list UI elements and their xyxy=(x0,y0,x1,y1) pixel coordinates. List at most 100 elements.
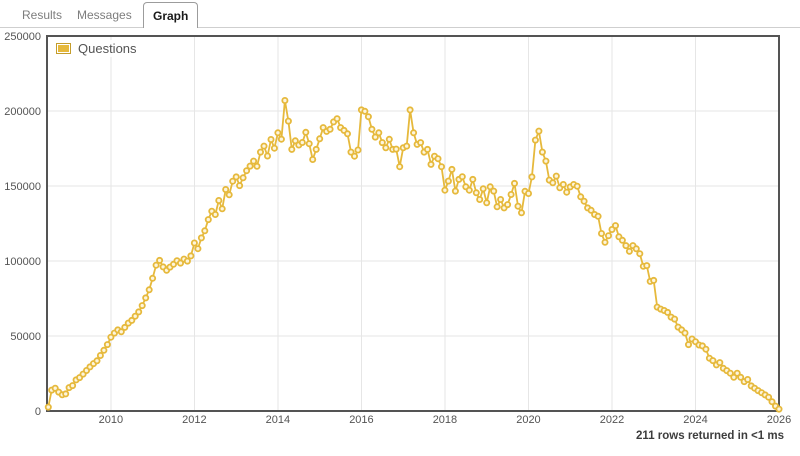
data-point xyxy=(229,177,237,185)
data-point xyxy=(382,144,390,152)
data-point xyxy=(563,188,571,196)
data-point xyxy=(117,328,125,336)
data-point xyxy=(236,182,244,190)
data-point xyxy=(316,135,324,143)
y-tick-label: 0 xyxy=(35,406,41,418)
data-point xyxy=(284,117,292,125)
data-point xyxy=(726,369,734,377)
y-tick-label: 150000 xyxy=(4,181,41,193)
data-point xyxy=(149,274,157,282)
data-point xyxy=(142,294,150,302)
data-point xyxy=(392,145,400,153)
data-point xyxy=(62,390,70,398)
data-point xyxy=(636,250,644,258)
data-point xyxy=(514,202,522,210)
data-point xyxy=(145,286,153,294)
data-point xyxy=(601,238,609,246)
data-point xyxy=(396,163,404,171)
data-point xyxy=(371,133,379,141)
data-point xyxy=(93,357,101,365)
data-point xyxy=(448,165,456,173)
data-point xyxy=(479,185,487,193)
data-point xyxy=(483,199,491,207)
data-point xyxy=(260,142,268,150)
data-point xyxy=(274,129,282,137)
legend-swatch-questions xyxy=(56,43,71,54)
chart-legend: Questions xyxy=(55,40,142,57)
x-tick-label: 2010 xyxy=(99,414,123,426)
data-point xyxy=(44,403,52,411)
data-point xyxy=(121,323,129,331)
data-point xyxy=(263,152,271,160)
data-point xyxy=(309,155,317,163)
data-point xyxy=(403,142,411,150)
data-point xyxy=(218,205,226,213)
data-point xyxy=(326,125,334,133)
data-point xyxy=(737,373,745,381)
data-point xyxy=(765,393,773,401)
data-point xyxy=(347,148,355,156)
y-tick-label: 50000 xyxy=(10,331,41,343)
data-point xyxy=(465,186,473,194)
data-point xyxy=(775,405,783,413)
data-point xyxy=(298,138,306,146)
data-point xyxy=(497,195,505,203)
data-point xyxy=(507,190,515,198)
data-point xyxy=(768,398,776,406)
x-tick-label: 2026 xyxy=(767,414,791,426)
data-point xyxy=(156,256,164,264)
data-point xyxy=(469,175,477,183)
data-point xyxy=(441,186,449,194)
data-point xyxy=(486,183,494,191)
data-point xyxy=(250,157,258,165)
data-point xyxy=(103,341,111,349)
data-point xyxy=(135,308,143,316)
questions-line xyxy=(47,100,780,410)
data-point xyxy=(375,129,383,137)
data-point xyxy=(267,135,275,143)
y-tick-label: 250000 xyxy=(4,31,41,43)
data-point xyxy=(612,222,620,230)
data-point xyxy=(598,229,606,237)
data-point xyxy=(350,152,358,160)
data-point xyxy=(232,173,240,181)
data-point xyxy=(215,196,223,204)
data-point xyxy=(650,276,658,284)
data-point xyxy=(664,308,672,316)
tab-messages[interactable]: Messages xyxy=(77,8,132,22)
data-point xyxy=(354,146,362,154)
data-point xyxy=(427,160,435,168)
x-tick-label: 2020 xyxy=(516,414,540,426)
data-point xyxy=(531,136,539,144)
data-point xyxy=(138,302,146,310)
data-point xyxy=(671,315,679,323)
row-count-status: 211 rows returned in <1 ms xyxy=(636,430,784,442)
data-point xyxy=(256,148,264,156)
tab-results[interactable]: Results xyxy=(22,8,63,22)
data-point xyxy=(476,195,484,203)
y-tick-label: 200000 xyxy=(4,106,41,118)
data-point xyxy=(107,333,115,341)
x-tick-label: 2024 xyxy=(683,414,707,426)
data-point xyxy=(504,201,512,209)
data-point xyxy=(577,193,585,201)
x-tick-label: 2022 xyxy=(600,414,624,426)
data-point xyxy=(685,341,693,349)
x-tick-label: 2014 xyxy=(266,414,290,426)
data-point xyxy=(444,177,452,185)
data-point xyxy=(573,182,581,190)
tab-graph[interactable]: Graph xyxy=(143,2,199,28)
data-point xyxy=(100,346,108,354)
data-point xyxy=(343,130,351,138)
data-point xyxy=(291,137,299,145)
data-point xyxy=(69,382,77,390)
data-point xyxy=(385,135,393,143)
data-point xyxy=(535,127,543,135)
data-point xyxy=(406,106,414,114)
data-point xyxy=(525,189,533,197)
data-point xyxy=(681,329,689,337)
data-point xyxy=(96,351,104,359)
data-point xyxy=(364,113,372,121)
data-point xyxy=(716,359,724,367)
